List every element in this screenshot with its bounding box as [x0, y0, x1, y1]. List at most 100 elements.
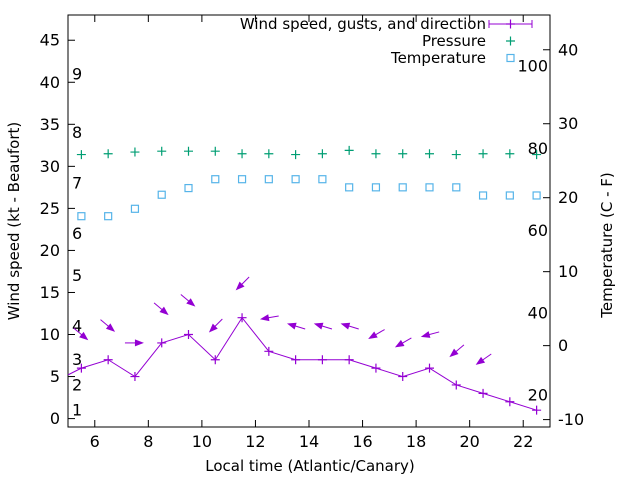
pressure-point [210, 146, 220, 156]
temperature-point [157, 190, 166, 199]
wind-point [344, 355, 354, 365]
temperature-point [237, 175, 247, 184]
temperature-point [291, 175, 300, 184]
pressure-point [130, 147, 140, 157]
legend-label-wind: Wind speed, gusts, and direction [239, 15, 486, 33]
wind-speed-line [67, 316, 537, 411]
x-tick-label: 6 [90, 432, 100, 451]
temperature-point [452, 183, 461, 192]
temperature-point [211, 175, 220, 184]
gust-arrow [449, 344, 465, 358]
gust-arrow [259, 314, 279, 322]
legend-label-pressure: Pressure [421, 32, 486, 50]
gust-arrow [180, 294, 196, 307]
wind-point [505, 397, 515, 407]
temperature-point [478, 191, 488, 200]
legend-pressure-sample [506, 36, 515, 46]
fahrenheit-label: 80 [528, 139, 548, 158]
gust-arrow [340, 322, 359, 330]
gust-arrow [368, 329, 385, 340]
y-left-tick-label: 0 [50, 409, 60, 428]
temperature-point [104, 212, 113, 221]
wind-point [451, 380, 461, 390]
y-left-tick-label: 45 [40, 31, 60, 50]
y-left-tick-label: 40 [40, 73, 60, 92]
x-tick-label: 10 [192, 432, 212, 451]
pressure-point [291, 150, 301, 160]
right-axis-title: Temperature (C - F) [598, 172, 616, 318]
legend-temperature-sample [506, 53, 515, 63]
temperature-point [425, 183, 434, 192]
temperature-point [371, 183, 381, 192]
pressure-point [344, 145, 354, 155]
legend-entry-temperature: Temperature [240, 50, 486, 67]
y-left-tick-label: 10 [40, 325, 60, 344]
pressure-point [237, 149, 247, 159]
fahrenheit-label: 100 [517, 57, 548, 76]
pressure-point [76, 150, 86, 160]
wind-point [425, 363, 434, 373]
x-axis-title: Local time (Atlantic/Canary) [205, 457, 415, 475]
beaufort-label: 4 [72, 317, 82, 336]
beaufort-label: 1 [72, 401, 82, 420]
temperature-point [264, 175, 273, 184]
pressure-point [532, 150, 542, 160]
pressure-point [478, 149, 488, 159]
wind-point [532, 405, 542, 415]
fahrenheit-label: 40 [528, 303, 548, 322]
gust-arrow [208, 318, 223, 333]
left-axis-title: Wind speed (kt - Beaufort) [5, 121, 23, 321]
y-right-tick-label: 0 [558, 336, 568, 355]
wind-point [184, 330, 193, 340]
pressure-point [317, 149, 327, 159]
wind-point [317, 355, 327, 365]
y-left-tick-label: 30 [40, 157, 60, 176]
wind-point [210, 355, 220, 365]
y-left-tick-label: 15 [40, 283, 60, 302]
pressure-point [184, 146, 193, 156]
wind-point [264, 346, 274, 356]
temperature-point [318, 175, 327, 184]
wind-point [76, 363, 86, 373]
legend: Wind speed, gusts, and direction Pressur… [240, 16, 486, 67]
y-right-tick-label: -10 [558, 410, 584, 429]
pressure-point [264, 149, 274, 159]
beaufort-label: 2 [72, 375, 82, 394]
fahrenheit-label: 20 [528, 385, 548, 404]
y-right-tick-label: 20 [558, 188, 578, 207]
beaufort-label: 9 [72, 64, 82, 83]
beaufort-label: 7 [72, 174, 82, 193]
gust-arrow [475, 353, 492, 365]
gust-arrow [394, 337, 412, 348]
wind-point [398, 372, 408, 382]
x-tick-label: 8 [143, 432, 153, 451]
pressure-point [157, 146, 167, 156]
temperature-point [398, 183, 407, 192]
gust-arrow [73, 327, 89, 341]
pressure-point [103, 149, 113, 159]
beaufort-label: 6 [72, 224, 82, 243]
wind-point [478, 388, 488, 398]
beaufort-label: 3 [72, 350, 82, 369]
fahrenheit-label: 60 [528, 221, 548, 240]
temperature-point [532, 191, 541, 200]
temperature-point [345, 183, 354, 192]
x-tick-label: 18 [406, 432, 426, 451]
gust-arrow [153, 302, 169, 316]
gust-arrow [100, 319, 116, 332]
x-tick-label: 12 [245, 432, 265, 451]
beaufort-label: 5 [72, 266, 82, 285]
pressure-point [398, 149, 408, 159]
gust-arrow [287, 322, 306, 330]
pressure-point [505, 149, 515, 159]
y-left-tick-label: 5 [50, 367, 60, 386]
y-left-tick-label: 25 [40, 199, 60, 218]
x-tick-label: 20 [459, 432, 479, 451]
gust-arrow [313, 322, 333, 330]
y-left-tick-label: 20 [40, 241, 60, 260]
legend-entry-pressure: Pressure [240, 33, 486, 50]
pressure-point [451, 150, 461, 160]
gust-arrow [124, 339, 144, 347]
legend-entry-wind: Wind speed, gusts, and direction [240, 16, 486, 33]
